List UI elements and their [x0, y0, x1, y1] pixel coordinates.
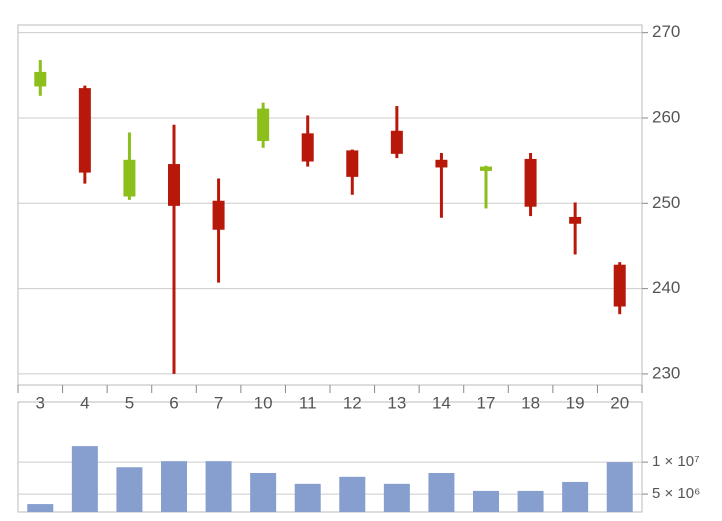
candle-body: [569, 216, 582, 224]
candle-body: [78, 88, 91, 173]
y-tick-label: 250: [652, 193, 680, 212]
x-tick-label: 12: [343, 393, 362, 412]
volume-bar: [205, 461, 232, 512]
volume-frame: [17, 401, 643, 513]
y-tick-label: 260: [652, 107, 680, 126]
y-tick-label: 1 × 10⁷: [652, 453, 700, 470]
candle-body: [123, 159, 136, 197]
x-tick-label: 17: [477, 393, 496, 412]
x-tick-label: 19: [566, 393, 585, 412]
x-tick-label: 7: [214, 393, 223, 412]
x-tick-label: 6: [169, 393, 178, 412]
x-tick-label: 11: [299, 393, 317, 412]
y-tick-label: 240: [652, 278, 680, 297]
volume-bar: [339, 476, 366, 512]
x-tick-label: 13: [387, 393, 406, 412]
volume-bar: [517, 490, 544, 512]
price-frame: [17, 24, 643, 386]
volume-bar: [71, 446, 98, 512]
candle-body: [524, 158, 537, 207]
candle-body: [480, 166, 492, 171]
candle-body: [257, 108, 270, 142]
candle-body: [301, 133, 314, 162]
x-tick-label: 10: [254, 393, 273, 412]
y-tick-label: 270: [652, 22, 680, 41]
candle-body: [435, 159, 448, 168]
volume-bar: [27, 504, 54, 512]
candle-body: [390, 130, 403, 154]
x-tick-label: 4: [80, 393, 89, 412]
volume-bar: [250, 472, 277, 512]
y-tick-label: 5 × 10⁶: [652, 485, 700, 502]
candle-body: [212, 200, 225, 230]
candle-body: [613, 264, 626, 307]
x-tick-label: 14: [432, 393, 451, 412]
candle-body: [346, 150, 359, 177]
volume-bar: [473, 490, 499, 512]
x-tick-label: 18: [521, 393, 540, 412]
candle-body: [34, 71, 47, 87]
x-tick-label: 20: [610, 393, 629, 412]
x-tick-label: 3: [36, 393, 45, 412]
volume-bar: [116, 467, 143, 512]
volume-bar: [428, 472, 455, 512]
volume-bar: [383, 483, 410, 512]
candle-body: [168, 164, 180, 206]
volume-bar: [294, 483, 321, 512]
volume-bar: [161, 461, 187, 512]
volume-bar: [606, 462, 633, 512]
y-tick-label: 230: [652, 363, 680, 382]
volume-bar: [562, 481, 589, 512]
x-tick-label: 5: [125, 393, 134, 412]
